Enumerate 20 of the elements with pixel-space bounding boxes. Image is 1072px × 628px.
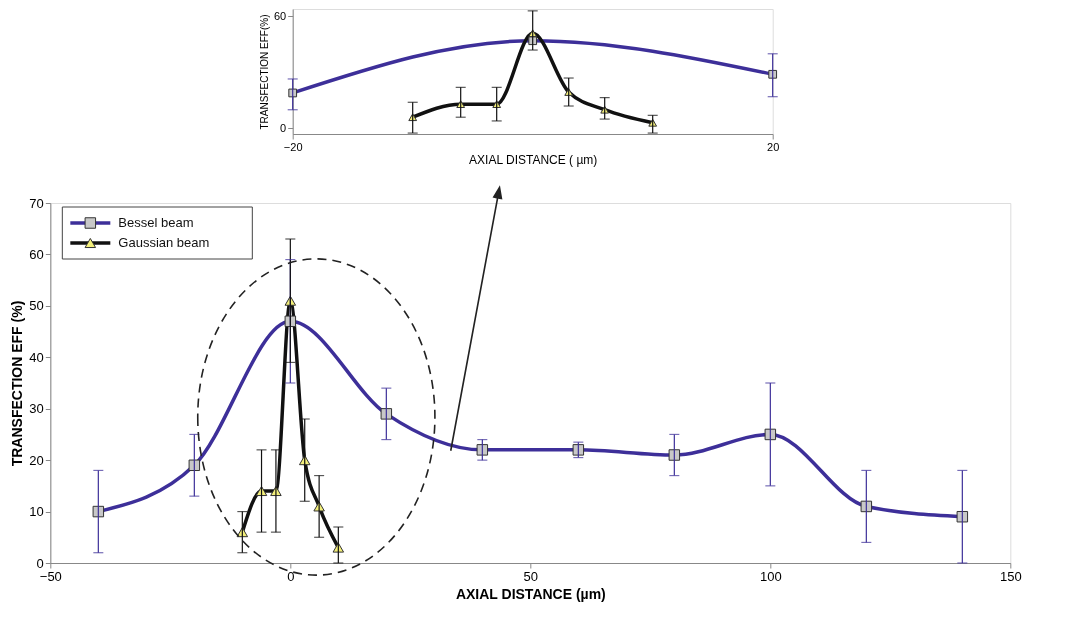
y-tick-label: 70 [29,195,44,211]
y-tick-label: 0 [36,555,44,571]
y-tick-label: 60 [273,9,287,22]
x-axis-title: AXIAL DISTANCE ( µm) [469,152,598,167]
legend-label: Gaussian beam [118,235,210,250]
y-tick-label: 10 [29,504,44,520]
legend-label: Bessel beam [118,215,194,230]
y-tick-label: 40 [29,349,44,365]
x-tick-label: −50 [39,568,62,584]
x-tick-label: 50 [523,568,539,584]
y-axis-title: TRANSFECTION EFF(%) [258,14,270,130]
y-tick-label: 30 [29,401,44,417]
x-tick-label: 100 [759,568,782,584]
x-tick-label: −20 [283,140,303,153]
x-tick-label: 150 [999,568,1022,584]
y-tick-label: 50 [29,298,44,314]
y-axis-title: TRANSFECTION EFF (%) [9,300,26,467]
y-tick-label: 60 [29,246,44,262]
x-axis-title: AXIAL DISTANCE (µm) [455,585,606,602]
y-tick-label: 20 [29,452,44,468]
